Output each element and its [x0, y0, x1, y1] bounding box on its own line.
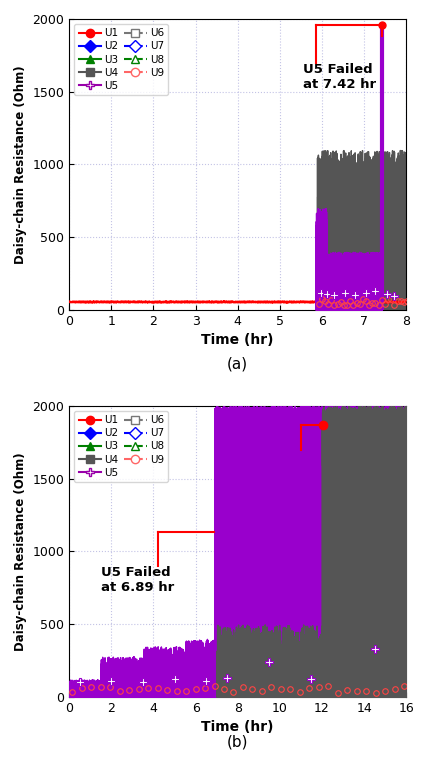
X-axis label: Time (hr): Time (hr) [202, 333, 274, 348]
Text: U6 Failed
at 12.04 hr: U6 Failed at 12.04 hr [265, 449, 348, 477]
Y-axis label: Daisy-chain Resistance (Ohm): Daisy-chain Resistance (Ohm) [14, 452, 27, 650]
Text: (a): (a) [227, 356, 248, 371]
X-axis label: Time (hr): Time (hr) [202, 720, 274, 735]
Text: U5 Failed
at 6.89 hr: U5 Failed at 6.89 hr [101, 566, 174, 594]
Legend: U1, U2, U3, U4, U5, U6, U7, U8, U9: U1, U2, U3, U4, U5, U6, U7, U8, U9 [74, 24, 168, 95]
Y-axis label: Daisy-chain Resistance (Ohm): Daisy-chain Resistance (Ohm) [14, 65, 27, 264]
Legend: U1, U2, U3, U4, U5, U6, U7, U8, U9: U1, U2, U3, U4, U5, U6, U7, U8, U9 [74, 411, 168, 482]
Text: U5 Failed
at 7.42 hr: U5 Failed at 7.42 hr [303, 62, 376, 90]
Text: (b): (b) [227, 735, 249, 749]
